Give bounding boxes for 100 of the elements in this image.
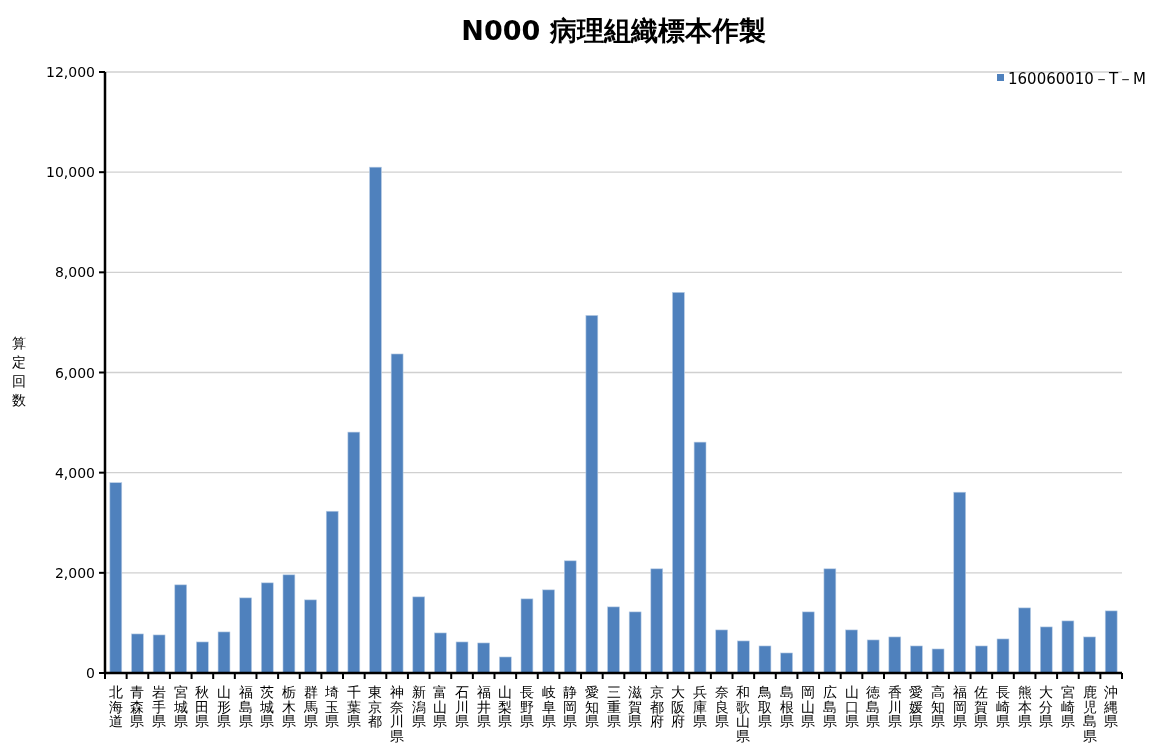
x-tick-label: 佐賀県 <box>974 684 989 729</box>
x-tick-label: 島根県 <box>779 684 794 729</box>
bar <box>109 482 123 674</box>
x-tick-label: 岩手県 <box>152 684 167 729</box>
y-tick-label: 2,000 <box>54 564 95 581</box>
x-tick-label: 北海道 <box>108 684 123 729</box>
x-tick-label: 大分県 <box>1039 684 1054 729</box>
x-tick-label: 東京都 <box>368 684 383 729</box>
x-tick-label: 青森県 <box>130 684 145 729</box>
x-tick-label: 高知県 <box>931 684 946 729</box>
x-tick-label: 和歌山県 <box>736 684 751 744</box>
x-tick-label: 富山県 <box>433 684 448 729</box>
bar <box>304 599 317 674</box>
x-tick-label: 大阪府 <box>671 684 686 729</box>
x-tick-label: 石川県 <box>455 684 470 729</box>
bar <box>845 629 858 674</box>
x-tick-label: 栃木県 <box>281 684 296 729</box>
bar <box>499 656 512 674</box>
bar <box>1061 620 1075 674</box>
bar <box>975 645 988 674</box>
bar <box>325 510 339 674</box>
x-tick-label: 福井県 <box>476 684 491 729</box>
chart-title: N000 病理組織標本作製 <box>461 15 766 46</box>
y-tick-label: 12,000 <box>46 64 95 80</box>
bar <box>563 560 577 674</box>
bar <box>434 632 447 674</box>
bar <box>477 642 490 674</box>
bar <box>888 636 902 674</box>
bar <box>672 292 685 674</box>
x-tick-label: 千葉県 <box>346 684 361 729</box>
x-tick-label: 広島県 <box>822 684 837 729</box>
x-tick-label: 山形県 <box>217 684 232 729</box>
x-tick-label: 沖縄県 <box>1103 684 1119 729</box>
bar <box>996 638 1010 674</box>
x-tick-label: 秋田県 <box>195 684 210 729</box>
x-tick-label: 宮崎県 <box>1060 684 1075 729</box>
x-tick-label: 徳島県 <box>866 684 881 729</box>
x-tick-label: 静岡県 <box>563 684 578 729</box>
bar <box>801 611 815 674</box>
bar <box>174 584 187 674</box>
x-tick-label: 新潟県 <box>411 684 426 729</box>
bar <box>650 568 664 674</box>
bar <box>931 648 945 674</box>
bar <box>131 633 144 674</box>
x-tick-label: 愛媛県 <box>909 684 924 729</box>
x-tick-label: 神奈川県 <box>390 684 405 744</box>
bar <box>239 597 252 674</box>
bar <box>1018 607 1031 674</box>
bar <box>347 431 361 674</box>
bar <box>866 639 880 674</box>
x-tick-label: 滋賀県 <box>628 684 643 729</box>
x-tick-label: 京都府 <box>649 684 664 729</box>
x-tick-label: 福島県 <box>238 684 253 729</box>
x-tick-label: 熊本県 <box>1017 684 1032 729</box>
bar <box>369 166 382 674</box>
x-tick-label: 愛知県 <box>584 684 599 729</box>
bar <box>1083 636 1096 674</box>
x-tick-label: 長野県 <box>519 684 534 729</box>
x-tick-label: 茨城県 <box>259 684 275 729</box>
y-tick-label: 10,000 <box>46 164 95 181</box>
x-tick-label: 三重県 <box>606 684 621 729</box>
x-tick-label: 鳥取県 <box>756 684 772 729</box>
y-tick-label: 0 <box>86 665 95 681</box>
bar <box>1104 610 1118 674</box>
x-tick-label: 長崎県 <box>995 684 1010 729</box>
legend-label: 160060010－T－M <box>1008 70 1146 88</box>
y-tick-label: 4,000 <box>54 464 95 481</box>
bar <box>758 645 772 674</box>
bar <box>910 645 923 674</box>
bar <box>585 315 599 674</box>
bar <box>282 574 296 674</box>
x-tick-label: 岐阜県 <box>541 684 556 729</box>
bar <box>217 631 231 674</box>
bar <box>607 606 620 674</box>
bar <box>455 641 469 674</box>
bar <box>953 491 966 674</box>
x-tick-label: 山口県 <box>844 684 859 729</box>
bar <box>152 634 166 674</box>
bar <box>628 611 642 674</box>
x-tick-label: 鹿児島県 <box>1082 684 1097 744</box>
bar <box>780 652 793 674</box>
bar <box>412 596 426 674</box>
bar <box>542 589 555 674</box>
y-axis-title: 算定回数 <box>12 335 26 408</box>
bar <box>520 598 534 674</box>
x-tick-label: 福岡県 <box>952 684 967 729</box>
bar <box>715 629 728 674</box>
bar <box>1040 626 1053 674</box>
x-tick-label: 宮城県 <box>172 684 188 729</box>
bar <box>196 641 209 674</box>
x-tick-label: 岡山県 <box>801 684 816 729</box>
y-tick-label: 8,000 <box>54 264 95 281</box>
bar <box>261 582 274 674</box>
bar <box>390 353 404 674</box>
x-tick-label: 埼玉県 <box>324 684 340 729</box>
y-tick-label: 6,000 <box>54 364 95 381</box>
x-tick-label: 奈良県 <box>714 684 729 729</box>
x-tick-label: 香川県 <box>887 684 902 729</box>
bar <box>693 441 707 674</box>
x-tick-label: 山梨県 <box>498 684 513 729</box>
